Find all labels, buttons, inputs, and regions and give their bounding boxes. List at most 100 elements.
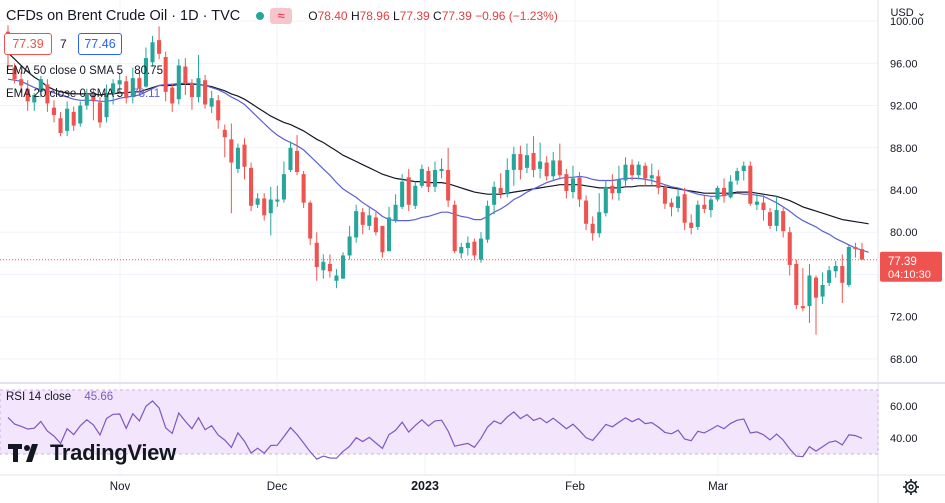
candle-body xyxy=(656,176,661,188)
candle xyxy=(400,174,405,209)
candle xyxy=(774,196,779,232)
candle-body xyxy=(137,78,142,89)
price-tick-label: 68.00 xyxy=(890,354,918,366)
tradingview-logo[interactable]: TradingView xyxy=(8,440,176,466)
candle-body xyxy=(143,58,148,87)
candle xyxy=(216,95,221,129)
candle-body xyxy=(452,204,457,252)
candle xyxy=(643,162,648,186)
ema20-value: 78.11 xyxy=(132,88,161,100)
candle xyxy=(485,200,490,243)
candle xyxy=(820,272,825,304)
candle-body xyxy=(84,95,89,106)
sell-button[interactable]: 77.39 xyxy=(4,33,52,55)
countdown-label: 04:10:30 xyxy=(888,269,931,281)
symbol-title[interactable]: CFDs on Brent Crude Oil · 1D · TVC xyxy=(6,8,241,24)
candle xyxy=(334,269,339,289)
candle xyxy=(295,135,300,176)
candle xyxy=(249,162,254,212)
candle xyxy=(662,184,667,209)
close-value: 77.39 xyxy=(441,9,472,23)
candle-body xyxy=(111,83,116,94)
currency-selector[interactable]: USD ⌄ xyxy=(890,6,926,19)
candle-body xyxy=(623,164,628,181)
candle xyxy=(584,195,589,231)
candle xyxy=(478,232,484,263)
ema50-legend[interactable]: EMA 50 close 0 SMA 5 80.75 xyxy=(6,65,163,77)
candle xyxy=(124,76,129,104)
candle-body xyxy=(229,139,234,163)
candle-body xyxy=(616,179,621,194)
candle xyxy=(183,58,188,95)
candle-body xyxy=(130,78,135,98)
candle-body xyxy=(538,161,543,169)
candle xyxy=(196,54,201,103)
candle xyxy=(380,225,385,258)
wave-icon[interactable]: ≈ xyxy=(270,8,293,24)
candle xyxy=(459,242,464,259)
candle xyxy=(386,206,392,252)
candle xyxy=(340,252,346,279)
candle xyxy=(538,142,543,179)
candle xyxy=(794,259,799,310)
rsi-tick-label: 40.00 xyxy=(890,433,918,445)
change-value: −0.96 (−1.23%) xyxy=(475,9,558,23)
candle xyxy=(419,164,424,188)
candle-body xyxy=(347,236,352,256)
candle xyxy=(623,157,628,186)
candle-body xyxy=(833,266,838,272)
candle xyxy=(170,83,175,112)
ema50-path xyxy=(7,52,869,225)
candle-body xyxy=(281,174,286,200)
candle xyxy=(708,197,713,218)
candle xyxy=(570,165,575,199)
candle-body xyxy=(97,102,103,123)
rsi-value: 45.66 xyxy=(84,391,114,403)
candle xyxy=(511,146,516,186)
low-value: 77.39 xyxy=(399,9,430,23)
candle xyxy=(12,63,17,84)
candle-body xyxy=(321,261,326,271)
candle xyxy=(150,35,155,67)
ema50-label: EMA 50 close 0 SMA 5 xyxy=(6,65,123,77)
candle xyxy=(84,88,89,110)
candle-body xyxy=(38,79,43,92)
candle xyxy=(65,101,70,137)
candle-body xyxy=(531,153,536,170)
candle-body xyxy=(249,167,254,206)
candle xyxy=(137,70,142,94)
buy-button[interactable]: 77.46 xyxy=(78,33,122,55)
candle-body xyxy=(242,144,247,167)
candle-body xyxy=(393,204,398,221)
candle-body xyxy=(104,92,109,118)
ema20-legend[interactable]: EMA 20 close 0 SMA 5 78.11 xyxy=(6,88,160,100)
rsi-legend[interactable]: RSI 14 close 45.66 xyxy=(6,391,113,403)
candle-body xyxy=(794,263,799,306)
gear-icon[interactable] xyxy=(902,478,920,496)
candle xyxy=(242,138,247,180)
candle-body xyxy=(853,247,858,250)
candle-body xyxy=(295,150,300,173)
candle-body xyxy=(472,241,477,256)
candle xyxy=(97,97,103,128)
candle xyxy=(19,71,24,93)
candle-body xyxy=(590,223,595,234)
candle-body xyxy=(492,186,497,205)
candle xyxy=(32,92,37,111)
candle xyxy=(25,80,30,111)
high-value: 78.96 xyxy=(359,9,390,23)
candle-body xyxy=(117,80,122,85)
candle xyxy=(38,76,43,98)
candle-body xyxy=(235,147,240,169)
candle xyxy=(373,212,378,236)
currency-label: USD xyxy=(890,7,914,19)
candle-body xyxy=(183,66,188,84)
candle-body xyxy=(446,169,451,201)
candle-body xyxy=(439,168,444,171)
candle xyxy=(45,79,50,112)
price-tick-label: 80.00 xyxy=(890,227,918,239)
candle-body xyxy=(800,306,805,309)
candle xyxy=(498,173,503,199)
candle-body xyxy=(150,42,155,63)
